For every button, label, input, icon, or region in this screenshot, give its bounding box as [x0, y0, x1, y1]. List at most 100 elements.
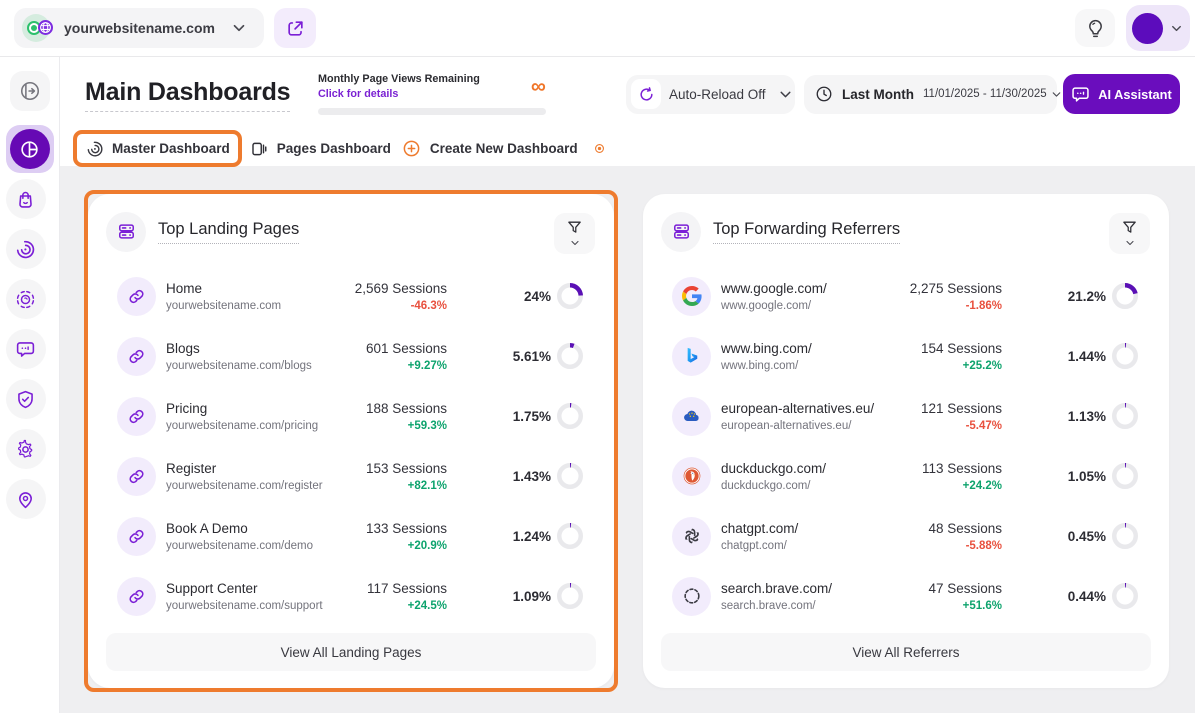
row-donut-chart — [1112, 583, 1138, 609]
collapse-arrow-icon — [19, 80, 41, 102]
ai-assistant-button[interactable]: AI Assistant — [1063, 74, 1180, 114]
row-sessions: 188 Sessions +59.3% — [347, 401, 447, 432]
chevron-down-icon — [1169, 21, 1184, 36]
date-range-picker[interactable]: Last Month 11/01/2025 - 11/30/2025 — [804, 74, 1057, 114]
link-icon — [127, 347, 146, 366]
brave-icon — [682, 586, 702, 606]
sidebar-item-settings[interactable] — [5, 429, 46, 469]
row-donut-chart — [1112, 283, 1138, 309]
infinity-icon: ∞ — [531, 75, 546, 98]
auto-reload-dropdown[interactable]: Auto-Reload Off — [626, 74, 795, 114]
list-item[interactable]: Register yourwebsitename.com/register 15… — [88, 446, 614, 506]
tab-master-dashboard[interactable]: Master Dashboard — [73, 130, 242, 167]
row-donut-chart — [557, 403, 583, 429]
server-icon — [661, 211, 701, 252]
list-item[interactable]: Blogs yourwebsitename.com/blogs 601 Sess… — [88, 326, 614, 386]
sidebar-collapse-button[interactable] — [9, 71, 50, 111]
list-item[interactable]: www.google.com/ www.google.com/ 2,275 Se… — [643, 266, 1169, 326]
row-text: Register yourwebsitename.com/register — [166, 461, 347, 492]
list-item[interactable]: search.brave.com/ search.brave.com/ 47 S… — [643, 566, 1169, 626]
open-website-button[interactable] — [274, 8, 316, 48]
row-percent: 24% — [523, 288, 551, 304]
row-text: Blogs yourwebsitename.com/blogs — [166, 341, 347, 372]
row-icon — [672, 576, 711, 616]
list-item[interactable]: Book A Demo yourwebsitename.com/demo 133… — [88, 506, 614, 566]
tab-create-new-dashboard[interactable]: Create New Dashboard — [402, 139, 605, 158]
list-item[interactable]: www.bing.com/ www.bing.com/ 154 Sessions… — [643, 326, 1169, 386]
list-item[interactable]: chatgpt.com/ chatgpt.com/ 48 Sessions -5… — [643, 506, 1169, 566]
pageviews-details-link[interactable]: Click for details — [318, 88, 399, 100]
row-sessions: 2,275 Sessions -1.86% — [902, 281, 1002, 312]
clock-icon — [815, 85, 833, 103]
row-title: Support Center — [166, 580, 258, 596]
sidebar-item-behavior[interactable] — [5, 279, 46, 319]
sidebar-item-visitors[interactable] — [5, 479, 46, 519]
row-percent: 1.24% — [512, 528, 551, 544]
list-item[interactable]: Pricing yourwebsitename.com/pricing 188 … — [88, 386, 614, 446]
sessions-change: -46.3% — [410, 299, 447, 312]
refresh-icon — [638, 86, 655, 103]
row-donut-chart — [1112, 463, 1138, 489]
link-icon — [127, 587, 146, 606]
row-title: Pricing — [166, 400, 208, 416]
dashboard-pie-icon — [19, 139, 40, 160]
row-icon — [117, 336, 156, 376]
location-pin-icon — [15, 489, 36, 510]
avatar — [1132, 12, 1163, 44]
tab-pages-dashboard[interactable]: Pages Dashboard — [250, 139, 391, 158]
website-selector[interactable]: yourwebsitename.com — [14, 8, 264, 48]
sidebar-item-web-analytics[interactable] — [5, 229, 46, 269]
row-sessions: 48 Sessions -5.88% — [902, 521, 1002, 552]
sessions-change: -5.47% — [965, 419, 1002, 432]
view-all-button[interactable]: View All Referrers — [661, 633, 1151, 671]
row-sessions: 2,569 Sessions -46.3% — [347, 281, 447, 312]
ideas-button[interactable] — [1075, 9, 1115, 47]
row-icon — [672, 456, 711, 496]
row-donut-chart — [1112, 343, 1138, 369]
account-menu[interactable] — [1126, 5, 1190, 51]
link-icon — [127, 287, 146, 306]
view-all-button[interactable]: View All Landing Pages — [106, 633, 596, 671]
google-icon — [682, 286, 702, 306]
sessions-change: -5.88% — [965, 539, 1002, 552]
page-header: Main Dashboards Monthly Page Views Remai… — [60, 57, 1195, 167]
pageviews-label: Monthly Page Views Remaining — [318, 73, 480, 85]
sessions-change: +59.3% — [407, 419, 447, 432]
card-header: Top Landing Pages — [106, 211, 595, 254]
row-percent: 1.75% — [512, 408, 551, 424]
tab-label: Pages Dashboard — [276, 141, 391, 156]
row-title: Book A Demo — [166, 520, 248, 536]
row-sessions: 121 Sessions -5.47% — [902, 401, 1002, 432]
view-all-label: View All Landing Pages — [280, 644, 422, 660]
row-subtitle: search.brave.com/ — [721, 599, 816, 612]
list-item[interactable]: duckduckgo.com/ duckduckgo.com/ 113 Sess… — [643, 446, 1169, 506]
sidebar-item-communication[interactable] — [5, 329, 46, 369]
sidebar-item-privacy[interactable] — [5, 379, 46, 419]
sessions-count: 188 Sessions — [365, 400, 447, 416]
row-text: search.brave.com/ search.brave.com/ — [721, 581, 902, 612]
sessions-change: +24.2% — [962, 479, 1002, 492]
header-controls: Auto-Reload Off Last Month 11/01/2025 - … — [626, 74, 1180, 114]
row-text: Support Center yourwebsitename.com/suppo… — [166, 581, 347, 612]
row-percent: 1.05% — [1067, 468, 1106, 484]
sidebar-item-dashboards[interactable] — [5, 125, 54, 173]
list-item[interactable]: Support Center yourwebsitename.com/suppo… — [88, 566, 614, 626]
pageviews-quota: Monthly Page Views Remaining Click for d… — [318, 73, 546, 115]
scan-focus-icon — [15, 289, 36, 310]
list-item[interactable]: european-alternatives.eu/ european-alter… — [643, 386, 1169, 446]
row-icon — [672, 336, 711, 376]
row-subtitle: yourwebsitename.com/register — [166, 479, 323, 492]
row-icon — [117, 576, 156, 616]
row-donut-chart — [1112, 523, 1138, 549]
list-item[interactable]: Home yourwebsitename.com 2,569 Sessions … — [88, 266, 614, 326]
dashboard-tabs: Master Dashboard Pages Dashboard Create … — [73, 130, 605, 167]
reload-icon-box — [631, 79, 661, 109]
filter-button[interactable] — [554, 213, 595, 254]
row-text: duckduckgo.com/ duckduckgo.com/ — [721, 461, 902, 492]
spiral-icon — [15, 239, 36, 260]
filter-button[interactable] — [1109, 213, 1150, 254]
shield-check-icon — [15, 389, 36, 410]
sidebar-item-ecommerce[interactable] — [5, 179, 46, 219]
row-subtitle: yourwebsitename.com — [166, 299, 282, 312]
row-percent: 0.44% — [1067, 588, 1106, 604]
